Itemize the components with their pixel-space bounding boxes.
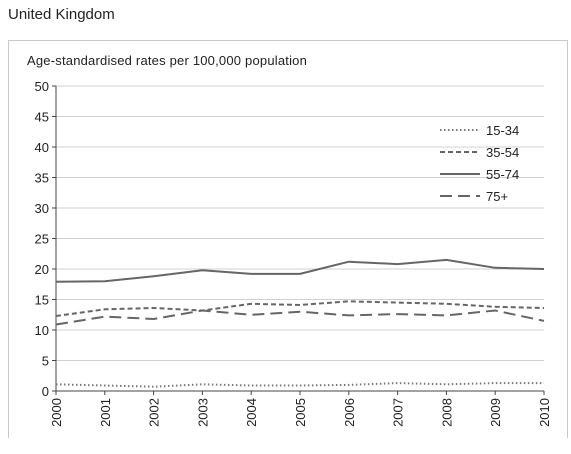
- x-tick-label: 2006: [342, 398, 357, 427]
- y-tick-label: 0: [42, 384, 49, 399]
- x-tick-label: 2004: [244, 398, 259, 427]
- x-tick-label: 2010: [537, 398, 552, 427]
- x-tick-label: 2005: [293, 398, 308, 427]
- x-tick-label: 2008: [439, 398, 454, 427]
- series-line-55-74: [55, 258, 545, 283]
- page-heading: United Kingdom: [8, 6, 115, 23]
- legend-label: 35-54: [486, 145, 519, 160]
- series-line-15-34: [55, 382, 544, 388]
- x-tick-label: 2001: [98, 398, 113, 427]
- y-tick-label: 50: [35, 79, 49, 94]
- y-tick-label: 35: [35, 171, 49, 186]
- y-tick-label: 15: [35, 293, 49, 308]
- y-tick-label: 5: [42, 354, 49, 369]
- chart-panel: [8, 40, 568, 438]
- y-axis-label: Age-standardised rates per 100,000 popul…: [27, 53, 308, 68]
- x-tick-label: 2007: [391, 398, 406, 427]
- series-line-75+: [55, 309, 545, 326]
- series-line-35-54: [55, 300, 545, 317]
- y-tick-label: 20: [35, 262, 49, 277]
- y-tick-label: 10: [35, 323, 49, 338]
- x-tick-label: 2002: [147, 398, 162, 427]
- x-tick-label: 2009: [488, 398, 503, 427]
- x-tick-label: 2000: [49, 398, 64, 427]
- legend-label: 75+: [486, 189, 508, 204]
- y-tick-label: 30: [35, 201, 49, 216]
- y-tick-label: 45: [35, 110, 49, 125]
- y-tick-label: 40: [35, 140, 49, 155]
- legend-label: 55-74: [486, 167, 519, 182]
- y-tick-label: 25: [35, 232, 49, 247]
- x-tick-label: 2003: [195, 398, 210, 427]
- legend-label: 15-34: [486, 123, 519, 138]
